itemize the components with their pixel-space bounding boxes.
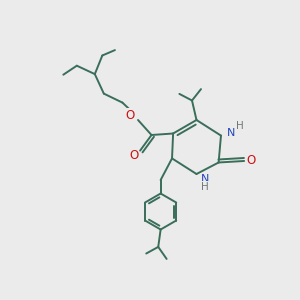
Text: N: N (201, 173, 209, 184)
Text: O: O (246, 154, 255, 167)
Text: O: O (125, 109, 134, 122)
Text: H: H (236, 121, 243, 131)
Text: N: N (226, 128, 235, 138)
Text: O: O (129, 148, 138, 162)
Text: H: H (201, 182, 209, 192)
